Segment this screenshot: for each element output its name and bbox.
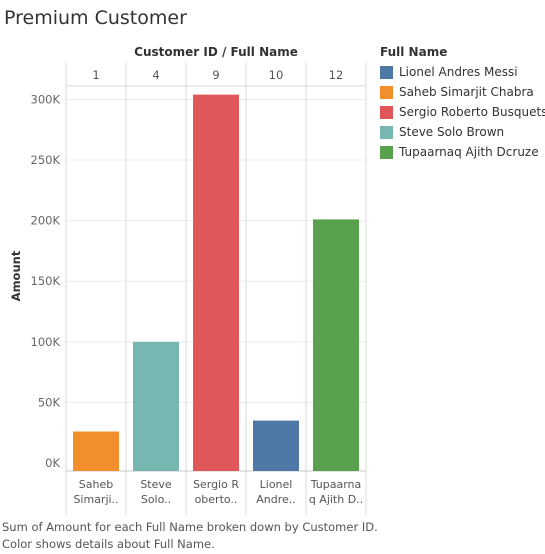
y-axis-title: Amount <box>9 250 23 301</box>
column-name-label-line2: oberto.. <box>195 493 238 506</box>
y-tick-label: 250K <box>31 153 61 167</box>
legend-swatch <box>380 85 393 99</box>
caption-line-2: Color shows details about Full Name. <box>2 537 215 551</box>
y-tick-label: 0K <box>45 456 60 470</box>
bar <box>313 219 359 471</box>
chart-caption: Sum of Amount for each Full Name broken … <box>2 519 378 553</box>
y-tick-label: 300K <box>31 92 61 106</box>
legend-label: Saheb Simarjit Chabra <box>399 85 534 99</box>
legend-swatch <box>380 65 393 79</box>
column-id-label: 1 <box>92 68 99 82</box>
legend-label: Steve Solo Brown <box>399 125 505 139</box>
column-header-title: Customer ID / Full Name <box>134 45 298 59</box>
column-name-label-line1: Lionel <box>260 478 293 491</box>
legend-label: Sergio Roberto Busquets <box>399 105 545 119</box>
column-name-label-line1: Steve <box>140 478 172 491</box>
caption-line-1: Sum of Amount for each Full Name broken … <box>2 520 378 534</box>
legend-item[interactable]: Lionel Andres Messi <box>380 64 518 80</box>
column-name-label-line2: q Ajith D.. <box>309 493 363 506</box>
column-name-label-line2: Solo.. <box>141 493 171 506</box>
column-id-label: 9 <box>212 68 219 82</box>
y-tick-label: 100K <box>31 335 61 349</box>
y-tick-label: 200K <box>31 214 61 228</box>
bar <box>253 420 299 471</box>
legend-swatch <box>380 125 393 139</box>
legend-item[interactable]: Tupaarnaq Ajith Dcruze <box>380 144 539 160</box>
legend-item[interactable]: Saheb Simarjit Chabra <box>380 84 534 100</box>
column-name-label-line1: Sergio R <box>193 478 239 491</box>
bar <box>133 341 179 471</box>
y-tick-label: 150K <box>31 274 61 288</box>
legend-swatch <box>380 145 393 159</box>
column-id-label: 12 <box>329 68 344 82</box>
column-id-label: 10 <box>269 68 284 82</box>
column-name-label-line2: Andre.. <box>256 493 296 506</box>
y-tick-label: 50K <box>38 395 61 409</box>
legend-swatch <box>380 105 393 119</box>
column-name-label-line2: Simarji.. <box>73 493 118 506</box>
column-name-label-line1: Saheb <box>79 478 113 491</box>
legend-label: Lionel Andres Messi <box>399 65 518 79</box>
legend-label: Tupaarnaq Ajith Dcruze <box>399 145 539 159</box>
bar <box>193 94 239 472</box>
column-name-label-line1: Tupaarna <box>310 478 362 491</box>
legend-title: Full Name <box>380 45 448 59</box>
column-id-label: 4 <box>152 68 159 82</box>
bar <box>73 431 119 471</box>
legend-item[interactable]: Steve Solo Brown <box>380 124 504 140</box>
legend-item[interactable]: Sergio Roberto Busquets <box>380 104 545 120</box>
chart-title: Premium Customer <box>4 7 187 29</box>
